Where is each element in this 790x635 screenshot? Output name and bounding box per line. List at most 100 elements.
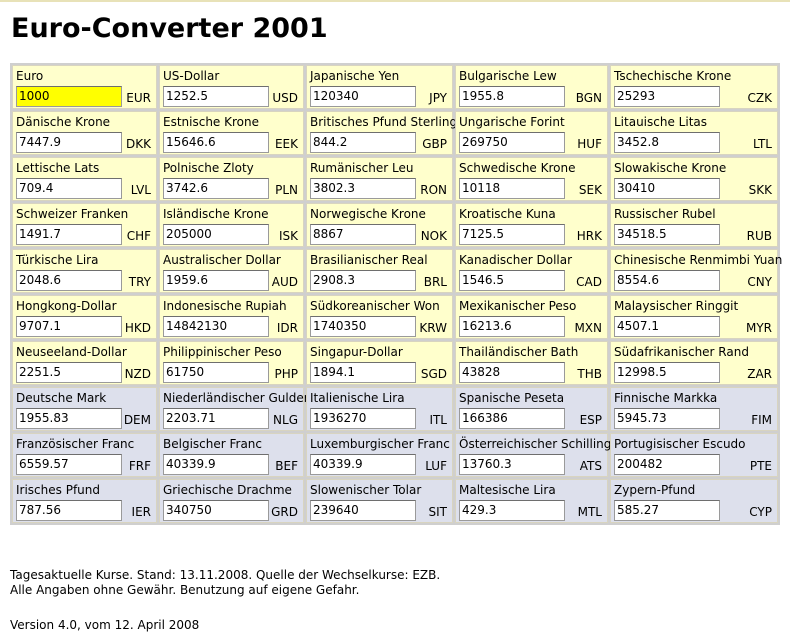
amount-input-thb[interactable]: 43828 bbox=[459, 362, 565, 383]
amount-input-php[interactable]: 61750 bbox=[163, 362, 269, 383]
amount-input-grd[interactable]: 340750 bbox=[163, 500, 269, 521]
amount-input-hkd[interactable]: 9707.1 bbox=[16, 316, 122, 337]
amount-input-ats[interactable]: 13760.3 bbox=[459, 454, 565, 475]
amount-input-fim[interactable]: 5945.73 bbox=[614, 408, 720, 429]
top-border bbox=[0, 0, 790, 2]
currency-name: Südkoreanischer Won bbox=[310, 299, 440, 313]
amount-input-czk[interactable]: 25293 bbox=[614, 86, 720, 107]
currency-code: BRL bbox=[423, 275, 447, 289]
currency-name: Italienische Lira bbox=[310, 391, 405, 405]
amount-input-bef[interactable]: 40339.9 bbox=[163, 454, 269, 475]
amount-input-sit[interactable]: 239640 bbox=[310, 500, 416, 521]
amount-input-zar[interactable]: 12998.5 bbox=[614, 362, 720, 383]
currency-cell-ltl: Litauische Litas 3452.8 LTL bbox=[610, 111, 778, 155]
currency-cell-sgd: Singapur-Dollar 1894.1 SGD bbox=[306, 341, 453, 385]
currency-cell-nok: Norwegische Krone 8867 NOK bbox=[306, 203, 453, 247]
amount-input-pln[interactable]: 3742.6 bbox=[163, 178, 269, 199]
amount-input-chf[interactable]: 1491.7 bbox=[16, 224, 122, 245]
currency-name: Niederländischer Gulden bbox=[163, 391, 312, 405]
amount-input-gbp[interactable]: 844.2 bbox=[310, 132, 416, 153]
currency-cell-ron: Rumänischer Leu 3802.3 RON bbox=[306, 157, 453, 201]
currency-name: Australischer Dollar bbox=[163, 253, 281, 267]
currency-code: ZAR bbox=[747, 367, 772, 381]
amount-input-pte[interactable]: 200482 bbox=[614, 454, 720, 475]
amount-input-rub[interactable]: 34518.5 bbox=[614, 224, 720, 245]
currency-name: Schweizer Franken bbox=[16, 207, 129, 221]
amount-input-eek[interactable]: 15646.6 bbox=[163, 132, 269, 153]
amount-input-bgn[interactable]: 1955.8 bbox=[459, 86, 565, 107]
currency-cell-try: Türkische Lira 2048.6 TRY bbox=[12, 249, 157, 293]
currency-code: GBP bbox=[422, 137, 447, 151]
amount-input-nok[interactable]: 8867 bbox=[310, 224, 416, 245]
currency-cell-aud: Australischer Dollar 1959.6 AUD bbox=[159, 249, 304, 293]
currency-name: Türkische Lira bbox=[16, 253, 99, 267]
amount-input-dkk[interactable]: 7447.9 bbox=[16, 132, 122, 153]
amount-input-dem[interactable]: 1955.83 bbox=[16, 408, 122, 429]
currency-code: TRY bbox=[128, 275, 151, 289]
amount-input-sek[interactable]: 10118 bbox=[459, 178, 565, 199]
currency-code: MTL bbox=[577, 505, 602, 519]
currency-code: LVL bbox=[130, 183, 151, 197]
amount-input-skk[interactable]: 30410 bbox=[614, 178, 720, 199]
currency-row: Dänische Krone 7447.9 DKK Estnische Krone 15… bbox=[12, 111, 778, 155]
currency-name: Französischer Franc bbox=[16, 437, 135, 451]
amount-input-cad[interactable]: 1546.5 bbox=[459, 270, 565, 291]
currency-name: Singapur-Dollar bbox=[310, 345, 403, 359]
currency-name: Thailändischer Bath bbox=[459, 345, 579, 359]
currency-name: Portugisischer Escudo bbox=[614, 437, 746, 451]
currency-code: PTE bbox=[749, 459, 772, 473]
currency-name: Griechische Drachme bbox=[163, 483, 292, 497]
currency-cell-itl: Italienische Lira 1936270 ITL bbox=[306, 387, 453, 431]
amount-input-isk[interactable]: 205000 bbox=[163, 224, 269, 245]
currency-row: Lettische Lats 709.4 LVL Polnische Zloty 374… bbox=[12, 157, 778, 201]
amount-input-mxn[interactable]: 16213.6 bbox=[459, 316, 565, 337]
amount-input-frf[interactable]: 6559.57 bbox=[16, 454, 122, 475]
currency-name: US-Dollar bbox=[163, 69, 220, 83]
amount-input-nlg[interactable]: 2203.71 bbox=[163, 408, 269, 429]
currency-code: FIM bbox=[751, 413, 772, 427]
amount-input-eur[interactable]: 1000 bbox=[16, 86, 122, 107]
currency-cell-bef: Belgischer Franc 40339.9 BEF bbox=[159, 433, 304, 477]
currency-code: SIT bbox=[428, 505, 448, 519]
currency-name: Norwegische Krone bbox=[310, 207, 426, 221]
amount-input-ron[interactable]: 3802.3 bbox=[310, 178, 416, 199]
currency-code: BGN bbox=[575, 91, 602, 105]
amount-input-hrk[interactable]: 7125.5 bbox=[459, 224, 565, 245]
amount-input-ltl[interactable]: 3452.8 bbox=[614, 132, 720, 153]
currency-name: Irisches Pfund bbox=[16, 483, 100, 497]
currency-code: SKK bbox=[748, 183, 772, 197]
currency-name: Isländische Krone bbox=[163, 207, 269, 221]
amount-input-myr[interactable]: 4507.1 bbox=[614, 316, 720, 337]
amount-input-brl[interactable]: 2908.3 bbox=[310, 270, 416, 291]
currency-name: Tschechische Krone bbox=[614, 69, 732, 83]
amount-input-huf[interactable]: 269750 bbox=[459, 132, 565, 153]
footer-rates-note: Tagesaktuelle Kurse. Stand: 13.11.2008. … bbox=[10, 568, 441, 582]
amount-input-cny[interactable]: 8554.6 bbox=[614, 270, 720, 291]
amount-input-itl[interactable]: 1936270 bbox=[310, 408, 416, 429]
amount-input-luf[interactable]: 40339.9 bbox=[310, 454, 416, 475]
amount-input-sgd[interactable]: 1894.1 bbox=[310, 362, 416, 383]
amount-input-cyp[interactable]: 585.27 bbox=[614, 500, 720, 521]
amount-input-esp[interactable]: 166386 bbox=[459, 408, 565, 429]
currency-grid: Euro 1000 EUR US-Dollar 1252.5 USD Japanische … bbox=[10, 63, 782, 525]
currency-code: MXN bbox=[574, 321, 602, 335]
currency-cell-zar: Südafrikanischer Rand 12998.5 ZAR bbox=[610, 341, 778, 385]
currency-name: Zypern-Pfund bbox=[614, 483, 696, 497]
currency-name: Slowakische Krone bbox=[614, 161, 727, 175]
amount-input-idr[interactable]: 14842130 bbox=[163, 316, 269, 337]
currency-name: Neuseeland-Dollar bbox=[16, 345, 127, 359]
currency-name: Malaysischer Ringgit bbox=[614, 299, 739, 313]
amount-input-ier[interactable]: 787.56 bbox=[16, 500, 122, 521]
amount-input-lvl[interactable]: 709.4 bbox=[16, 178, 122, 199]
amount-input-usd[interactable]: 1252.5 bbox=[163, 86, 269, 107]
amount-input-aud[interactable]: 1959.6 bbox=[163, 270, 269, 291]
amount-input-try[interactable]: 2048.6 bbox=[16, 270, 122, 291]
amount-input-krw[interactable]: 1740350 bbox=[310, 316, 416, 337]
currency-cell-huf: Ungarische Forint 269750 HUF bbox=[455, 111, 608, 155]
amount-input-jpy[interactable]: 120340 bbox=[310, 86, 416, 107]
currency-code: NLG bbox=[273, 413, 298, 427]
currency-name: Indonesische Rupiah bbox=[163, 299, 287, 313]
currency-code: CYP bbox=[749, 505, 772, 519]
amount-input-mtl[interactable]: 429.3 bbox=[459, 500, 565, 521]
amount-input-nzd[interactable]: 2251.5 bbox=[16, 362, 122, 383]
